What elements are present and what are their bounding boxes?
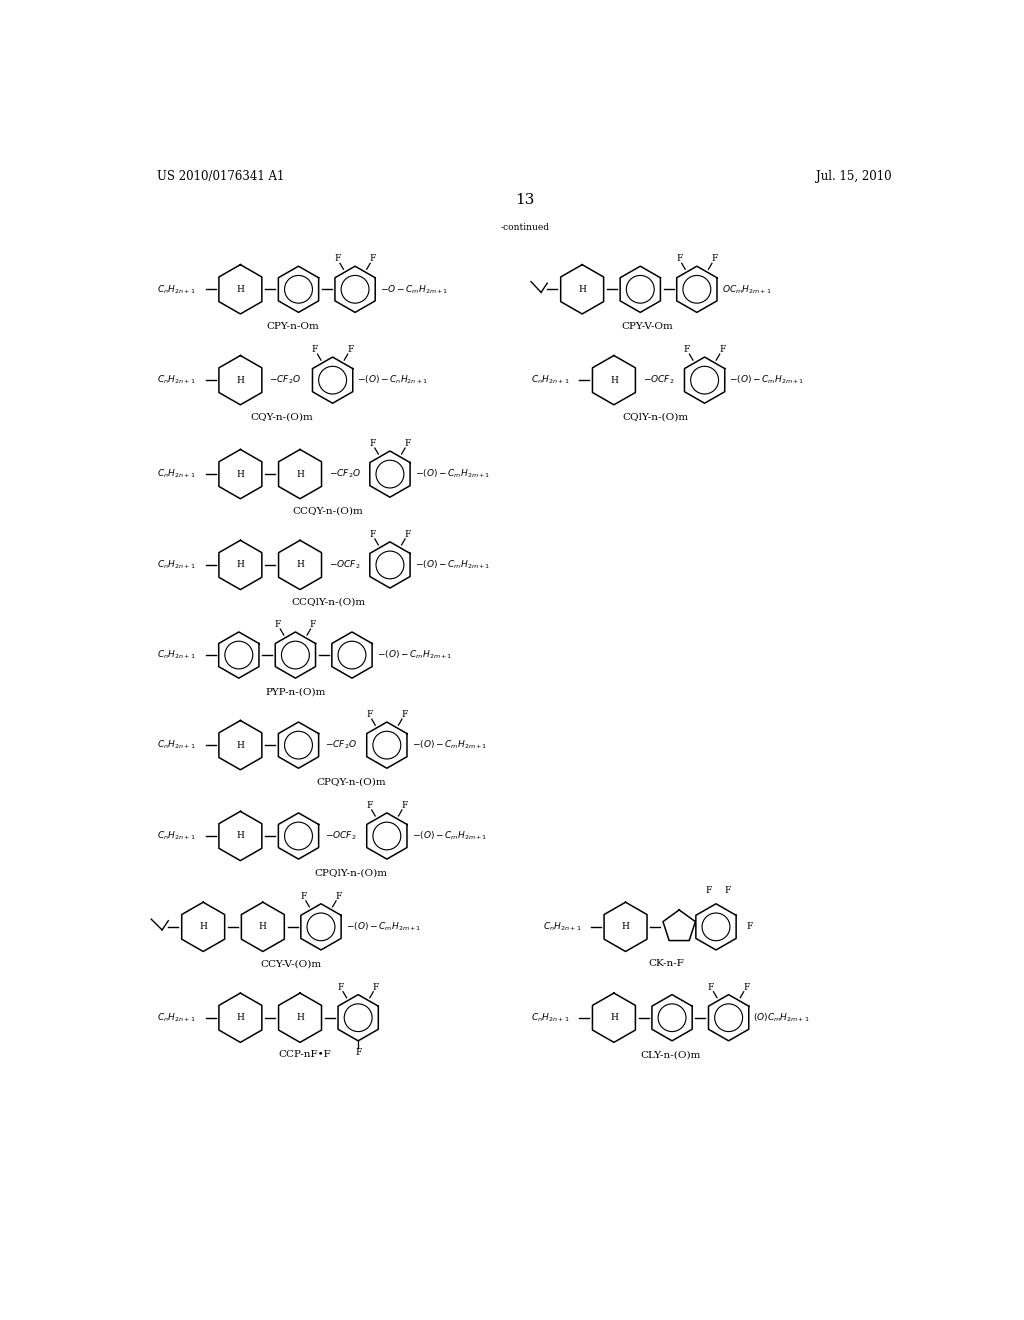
Text: CQlY-n-(O)m: CQlY-n-(O)m xyxy=(622,413,688,421)
Text: $-(O)-C_mH_{2m+1}$: $-(O)-C_mH_{2m+1}$ xyxy=(346,920,421,933)
Text: F: F xyxy=(334,255,341,264)
Text: F: F xyxy=(336,892,342,902)
Text: H: H xyxy=(200,923,207,932)
Text: $-(O)-C_mH_{2m+1}$: $-(O)-C_mH_{2m+1}$ xyxy=(412,830,487,842)
Text: $C_nH_{2n+1}$: $C_nH_{2n+1}$ xyxy=(531,1011,569,1024)
Text: F: F xyxy=(347,346,353,354)
Text: F: F xyxy=(373,983,379,991)
Text: $C_nH_{2n+1}$: $C_nH_{2n+1}$ xyxy=(158,830,196,842)
Text: CCQY-n-(O)m: CCQY-n-(O)m xyxy=(293,507,364,516)
Text: H: H xyxy=(259,923,267,932)
Text: $-(O)-C_mH_{2m+1}$: $-(O)-C_mH_{2m+1}$ xyxy=(377,649,453,661)
Text: F: F xyxy=(370,255,376,264)
Text: PYP-n-(O)m: PYP-n-(O)m xyxy=(265,688,326,697)
Text: CQY-n-(O)m: CQY-n-(O)m xyxy=(250,413,312,421)
Text: CPQY-n-(O)m: CPQY-n-(O)m xyxy=(316,777,386,787)
Text: H: H xyxy=(296,470,304,479)
Text: $-(O)-C_mH_{2m+1}$: $-(O)-C_mH_{2m+1}$ xyxy=(729,374,805,387)
Text: $OC_mH_{2m+1}$: $OC_mH_{2m+1}$ xyxy=(722,282,771,296)
Text: $-OCF_2$: $-OCF_2$ xyxy=(329,558,360,572)
Text: H: H xyxy=(237,832,245,841)
Text: F: F xyxy=(719,346,725,354)
Text: $-(O)-C_mH_{2m+1}$: $-(O)-C_mH_{2m+1}$ xyxy=(415,558,490,572)
Text: $-(O)-C_nH_{2n+1}$: $-(O)-C_nH_{2n+1}$ xyxy=(357,374,429,387)
Text: $-OCF_2$: $-OCF_2$ xyxy=(643,374,674,387)
Text: F: F xyxy=(401,801,408,810)
Text: H: H xyxy=(237,376,245,384)
Text: F: F xyxy=(355,1048,361,1057)
Text: F: F xyxy=(369,531,376,539)
Text: F: F xyxy=(712,255,718,264)
Text: H: H xyxy=(237,285,245,294)
Text: F: F xyxy=(274,620,281,630)
Text: $-(O)-C_mH_{2m+1}$: $-(O)-C_mH_{2m+1}$ xyxy=(412,739,487,751)
Text: $C_nH_{2n+1}$: $C_nH_{2n+1}$ xyxy=(158,374,196,387)
Text: F: F xyxy=(743,983,750,991)
Text: H: H xyxy=(579,285,586,294)
Text: $C_nH_{2n+1}$: $C_nH_{2n+1}$ xyxy=(158,739,196,751)
Text: F: F xyxy=(311,346,318,354)
Text: F: F xyxy=(684,346,690,354)
Text: CPY-V-Om: CPY-V-Om xyxy=(622,322,673,331)
Text: H: H xyxy=(237,741,245,750)
Text: Jul. 15, 2010: Jul. 15, 2010 xyxy=(816,169,891,182)
Text: H: H xyxy=(296,561,304,569)
Text: F: F xyxy=(404,440,411,449)
Text: F: F xyxy=(300,892,306,902)
Text: F: F xyxy=(706,886,712,895)
Text: $C_nH_{2n+1}$: $C_nH_{2n+1}$ xyxy=(543,920,582,933)
Text: F: F xyxy=(708,983,714,991)
Text: $C_nH_{2n+1}$: $C_nH_{2n+1}$ xyxy=(158,558,196,572)
Text: F: F xyxy=(310,620,316,630)
Text: $C_nH_{2n+1}$: $C_nH_{2n+1}$ xyxy=(158,467,196,480)
Text: F: F xyxy=(366,710,373,719)
Text: -continued: -continued xyxy=(501,223,549,232)
Text: $-OCF_2$: $-OCF_2$ xyxy=(325,830,356,842)
Text: $-CF_2O$: $-CF_2O$ xyxy=(329,467,360,480)
Text: H: H xyxy=(610,1014,617,1022)
Text: H: H xyxy=(296,1014,304,1022)
Text: $C_nH_{2n+1}$: $C_nH_{2n+1}$ xyxy=(158,649,196,661)
Text: $-(O)-C_mH_{2m+1}$: $-(O)-C_mH_{2m+1}$ xyxy=(415,467,490,480)
Text: H: H xyxy=(237,470,245,479)
Text: F: F xyxy=(369,440,376,449)
Text: F: F xyxy=(746,923,753,932)
Text: CCY-V-(O)m: CCY-V-(O)m xyxy=(260,960,322,969)
Text: CCP-nF•F: CCP-nF•F xyxy=(279,1051,331,1059)
Text: CCQlY-n-(O)m: CCQlY-n-(O)m xyxy=(291,598,365,606)
Text: F: F xyxy=(337,983,344,991)
Text: CLY-n-(O)m: CLY-n-(O)m xyxy=(640,1051,700,1059)
Text: $C_nH_{2n+1}$: $C_nH_{2n+1}$ xyxy=(531,374,569,387)
Text: CPQlY-n-(O)m: CPQlY-n-(O)m xyxy=(314,869,388,878)
Text: F: F xyxy=(366,801,373,810)
Text: $(O)C_mH_{2m+1}$: $(O)C_mH_{2m+1}$ xyxy=(754,1011,810,1024)
Text: H: H xyxy=(610,376,617,384)
Text: H: H xyxy=(622,923,630,932)
Text: $-CF_2O$: $-CF_2O$ xyxy=(269,374,301,387)
Text: F: F xyxy=(724,886,731,895)
Text: CK-n-F: CK-n-F xyxy=(648,960,685,969)
Text: $-CF_2O$: $-CF_2O$ xyxy=(325,739,356,751)
Text: $C_nH_{2n+1}$: $C_nH_{2n+1}$ xyxy=(158,1011,196,1024)
Text: $-O-C_mH_{2m+1}$: $-O-C_mH_{2m+1}$ xyxy=(380,282,449,296)
Text: 13: 13 xyxy=(515,193,535,207)
Text: F: F xyxy=(401,710,408,719)
Text: CPY-n-Om: CPY-n-Om xyxy=(266,322,319,331)
Text: F: F xyxy=(404,531,411,539)
Text: F: F xyxy=(676,255,682,264)
Text: H: H xyxy=(237,1014,245,1022)
Text: US 2010/0176341 A1: US 2010/0176341 A1 xyxy=(158,169,285,182)
Text: H: H xyxy=(237,561,245,569)
Text: $C_nH_{2n+1}$: $C_nH_{2n+1}$ xyxy=(158,282,196,296)
